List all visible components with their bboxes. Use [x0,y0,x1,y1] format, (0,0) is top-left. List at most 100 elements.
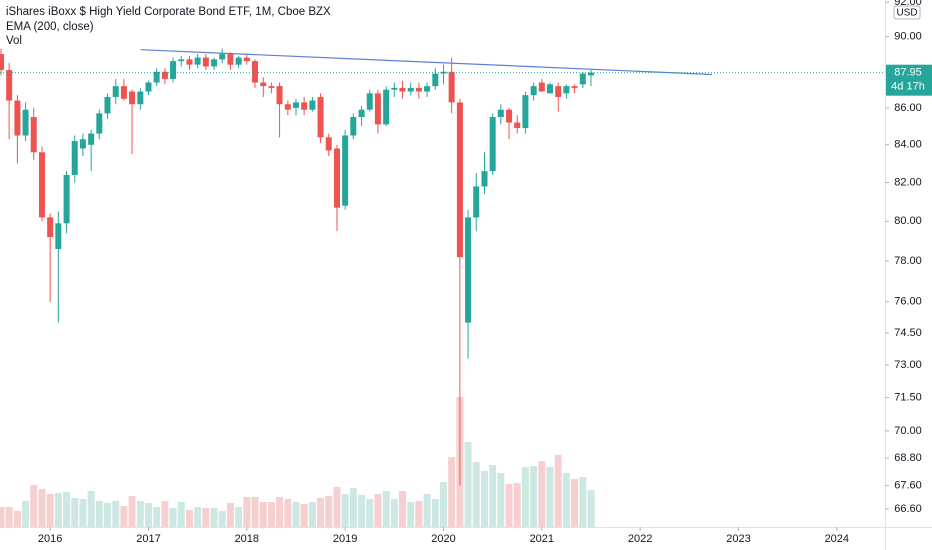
candle-body [374,93,381,125]
candle-body [383,89,390,125]
volume-bar [439,482,447,527]
x-tick-label: 2018 [235,533,259,545]
candle-body [235,57,242,65]
last-price-label: 87.95 [894,67,922,79]
volume-bar [390,499,398,527]
volume-bar [562,473,570,527]
candle-body [153,71,160,83]
candle-body [79,139,86,149]
x-tick-label: 2017 [136,533,160,545]
candle-body [424,86,431,92]
candle-body [514,122,521,129]
candle-body [38,152,45,218]
volume-bar [169,508,177,527]
volume-bar [136,501,144,527]
y-tick-label: 86.00 [894,102,922,114]
candle-body [292,102,299,108]
candle-body [268,86,275,88]
trend-line [140,49,712,76]
y-tick-label: 84.00 [894,139,922,151]
volume-bar [292,502,300,527]
volume-bar [46,494,54,527]
volume-bar [144,503,152,527]
indicator-label[interactable]: EMA (200, close) [6,21,94,33]
volume-bar [341,494,349,527]
y-tick-label: 80.00 [894,215,922,227]
volume-bar [530,466,538,527]
volume-bar [161,501,169,527]
currency-box[interactable] [893,5,921,20]
candle-body [22,109,29,136]
candle-body [88,133,95,145]
volume-bar [5,507,13,527]
volume-bar [489,465,497,527]
volume-bar [120,506,128,527]
candle-body [333,148,340,208]
y-tick-label: 67.60 [894,480,922,492]
candle-body [342,135,349,206]
candle-body [563,86,570,94]
volume-bar [79,499,87,527]
volume-bar [0,507,5,527]
volume-bar [87,491,95,527]
volume-bar [30,485,38,527]
volume-bar [267,502,275,527]
candle-body [301,102,308,110]
volume-bar [103,503,111,527]
y-tick-label: 71.50 [894,392,922,404]
volume-bar [374,494,382,527]
candle-body [497,109,504,118]
candle-body [587,72,594,76]
candle-body [30,117,37,153]
volume-bar [54,493,62,527]
volume-bar [407,502,415,527]
y-tick-label: 74.50 [894,327,922,339]
volume-bar [382,491,390,527]
volume-bar [284,499,292,527]
y-tick-label: 78.00 [894,255,922,267]
volume-bar [538,461,546,527]
candle-body [202,57,209,67]
volume-bar [423,494,431,527]
volume-bar [358,495,366,527]
candle-body [546,84,553,94]
volume-bar [218,511,226,527]
indicator-label[interactable]: Vol [6,35,22,47]
candle-body [219,54,226,60]
candle-body [14,100,21,136]
candle-body [415,87,422,92]
price-pane [0,48,885,486]
x-tick-label: 2019 [333,533,357,545]
volume-bar [112,501,120,527]
candle-body [194,57,201,65]
candle-body [350,117,357,136]
currency-label[interactable]: USD [896,8,917,19]
candle-body [243,57,250,62]
candle-body [448,71,455,103]
volume-bar [415,501,423,527]
candle-body [358,109,365,118]
volume-bar [202,508,210,527]
volume-bar [13,511,21,527]
volume-bar [513,483,521,527]
candle-body [227,54,234,65]
y-tick-label: 82.00 [894,177,922,189]
volume-bar [22,501,30,527]
candle-body [489,117,496,172]
x-tick-label: 2016 [38,533,62,545]
volume-bar [63,492,71,527]
countdown-label: 4d 17h [891,81,925,93]
volume-bar [521,467,529,527]
candle-body [137,91,144,105]
y-tick-label: 76.00 [894,296,922,308]
candle-body [555,86,562,97]
volume-bar [235,507,243,527]
y-tick-label: 90.00 [894,30,922,42]
volume-bar [448,457,456,527]
volume-bar [153,507,161,527]
candle-body [366,93,373,110]
candle-body [284,104,291,110]
candle-body [571,86,578,88]
chart-title: iShares iBoxx $ High Yield Corporate Bon… [6,6,331,18]
